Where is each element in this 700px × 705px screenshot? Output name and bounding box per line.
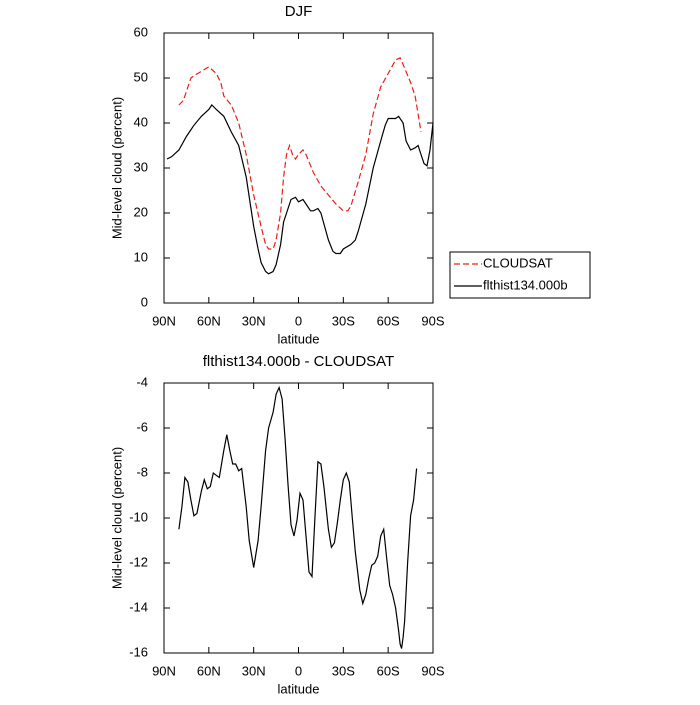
y-tick-label: -4 <box>136 374 148 389</box>
x-tick-label: 30S <box>332 663 355 678</box>
legend-box <box>449 251 591 299</box>
y-tick-label: -12 <box>129 554 148 569</box>
x-tick-label: 0 <box>295 663 302 678</box>
y-tick-label: 10 <box>134 249 148 264</box>
chart-title: DJF <box>285 3 313 20</box>
x-tick-label: 90N <box>152 663 176 678</box>
plot-frame <box>163 32 434 304</box>
legend-label: flthist134.000b <box>483 277 568 292</box>
plot-frame <box>163 382 434 654</box>
y-axis-label: Mid-level cloud (percent) <box>109 97 124 239</box>
y-tick-label: -8 <box>136 464 148 479</box>
x-tick-label: 30N <box>242 313 266 328</box>
x-tick-label: 60N <box>197 313 221 328</box>
y-tick-label: 40 <box>134 114 148 129</box>
x-tick-label: 0 <box>295 313 302 328</box>
y-tick-label: 60 <box>134 24 148 39</box>
x-tick-label: 60S <box>377 313 400 328</box>
x-tick-label: 90S <box>421 663 444 678</box>
x-tick-label: 90N <box>152 313 176 328</box>
y-tick-label: -10 <box>129 509 148 524</box>
data-line <box>166 104 434 275</box>
legend-label: CLOUDSAT <box>483 255 553 270</box>
x-axis-label: latitude <box>278 681 320 696</box>
x-tick-label: 90S <box>421 313 444 328</box>
chart-title: flthist134.000b - CLOUDSAT <box>203 353 394 370</box>
x-tick-label: 30S <box>332 313 355 328</box>
y-tick-label: -16 <box>129 644 148 659</box>
y-tick-label: -6 <box>136 419 148 434</box>
y-tick-label: 50 <box>134 69 148 84</box>
y-tick-label: 30 <box>134 159 148 174</box>
x-axis-label: latitude <box>278 331 320 346</box>
y-axis-label: Mid-level cloud (percent) <box>109 447 124 589</box>
y-tick-label: -14 <box>129 599 148 614</box>
x-tick-label: 60N <box>197 663 221 678</box>
data-line <box>178 56 422 250</box>
y-tick-label: 20 <box>134 204 148 219</box>
x-tick-label: 30N <box>242 663 266 678</box>
y-tick-label: 0 <box>141 294 148 309</box>
x-tick-label: 60S <box>377 663 400 678</box>
data-line <box>178 385 418 649</box>
